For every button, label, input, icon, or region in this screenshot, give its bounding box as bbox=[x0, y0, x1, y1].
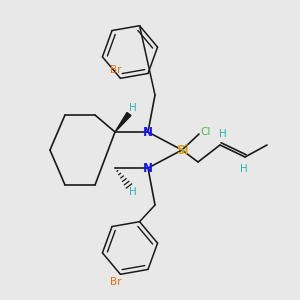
Text: Cl: Cl bbox=[201, 127, 211, 137]
Text: H: H bbox=[129, 187, 137, 197]
Polygon shape bbox=[115, 112, 131, 132]
Text: N: N bbox=[143, 161, 153, 175]
Text: Br: Br bbox=[110, 277, 121, 287]
Text: H: H bbox=[219, 129, 227, 139]
Text: Si: Si bbox=[176, 143, 188, 157]
Text: H: H bbox=[240, 164, 248, 174]
Text: Br: Br bbox=[110, 65, 121, 75]
Text: N: N bbox=[143, 125, 153, 139]
Text: H: H bbox=[129, 103, 137, 113]
